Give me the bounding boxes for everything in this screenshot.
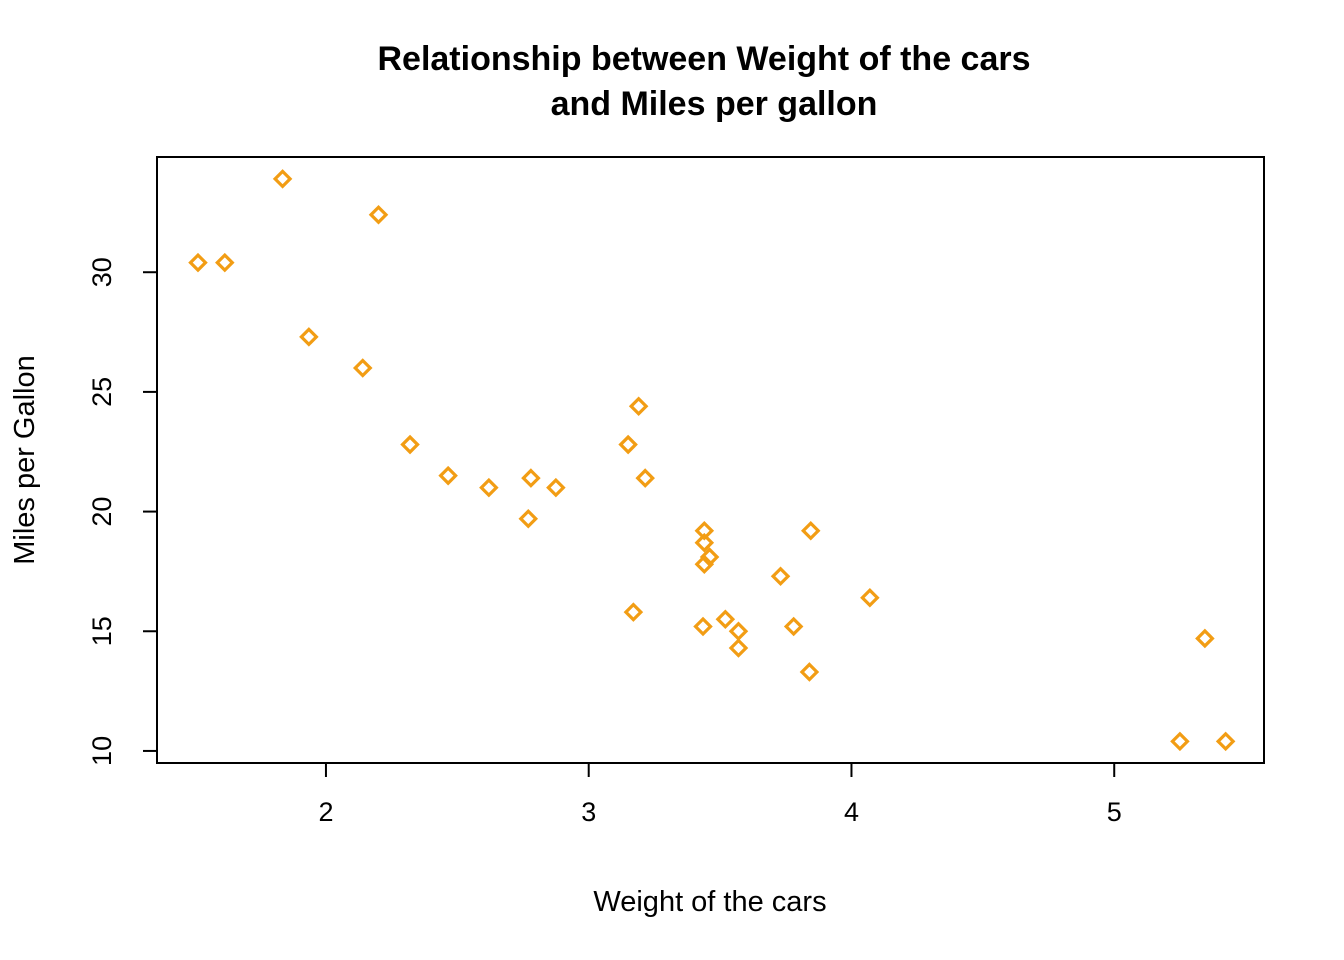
x-tick-label: 5	[1107, 797, 1122, 827]
x-tick-label: 3	[581, 797, 596, 827]
y-tick-label: 15	[87, 616, 117, 646]
x-axis-label: Weight of the cars	[593, 886, 826, 918]
data-point	[618, 434, 638, 455]
data-point	[215, 252, 235, 273]
x-tick-label: 2	[318, 797, 333, 827]
data-point	[299, 327, 319, 347]
x-tick-label: 4	[844, 797, 859, 827]
data-point	[694, 532, 715, 553]
data-point	[860, 587, 880, 608]
data-point	[188, 252, 208, 273]
data-point	[694, 520, 715, 541]
y-tick-label: 30	[87, 257, 117, 287]
y-tick-label: 25	[87, 377, 117, 407]
data-point	[400, 434, 420, 455]
data-point	[1170, 731, 1190, 752]
chart-title-line-1: Relationship between Weight of the cars	[377, 40, 1030, 78]
x-axis: 2 3 4 5	[318, 762, 1122, 827]
data-point	[715, 609, 736, 630]
y-axis: 10 15 20 25 30	[87, 257, 158, 766]
y-axis-label: Miles per Gallon	[9, 355, 41, 565]
data-point	[693, 616, 713, 637]
data-point	[799, 662, 820, 682]
data-point	[728, 638, 749, 658]
data-point	[546, 477, 566, 498]
data-point	[518, 508, 539, 529]
data-point	[521, 468, 541, 488]
data-point	[1195, 628, 1215, 649]
data-point	[800, 520, 821, 541]
data-point	[728, 621, 749, 642]
data-point	[479, 477, 499, 498]
data-points	[188, 169, 1236, 752]
data-point	[628, 396, 649, 417]
data-point	[272, 169, 293, 189]
y-tick-label: 20	[87, 497, 117, 527]
y-tick-label: 10	[87, 736, 117, 766]
plot-area-border	[156, 156, 1265, 764]
data-point	[438, 465, 458, 486]
data-point	[694, 554, 715, 575]
data-point	[368, 205, 389, 225]
data-point	[1215, 731, 1236, 752]
data-point	[352, 358, 373, 378]
data-point	[635, 468, 655, 488]
data-point	[770, 566, 791, 586]
chart-title-line-2: and Miles per gallon	[551, 85, 878, 123]
data-point	[783, 616, 804, 637]
data-point	[623, 602, 644, 622]
